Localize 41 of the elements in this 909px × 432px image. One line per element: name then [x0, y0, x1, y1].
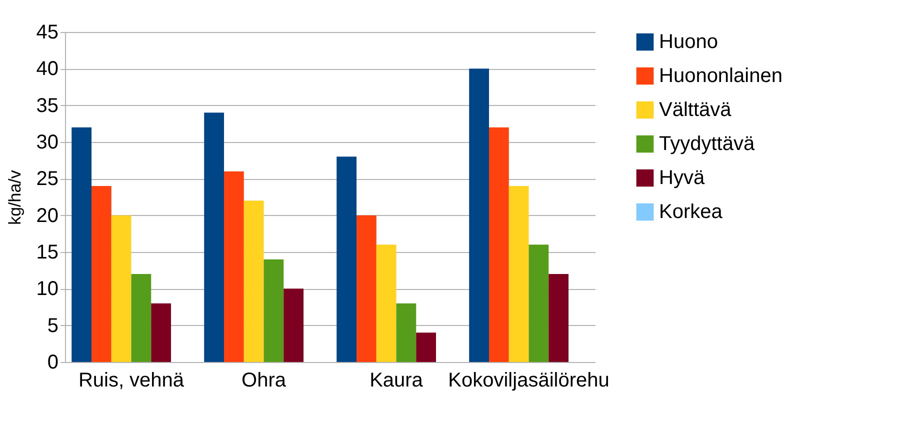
y-tick-label: 15: [36, 242, 58, 264]
bar: [416, 332, 436, 362]
bar: [376, 244, 396, 362]
bar: [244, 200, 264, 362]
bar: [204, 112, 224, 362]
y-tick-label: 10: [36, 278, 58, 300]
bar: [264, 259, 284, 362]
bar: [528, 244, 549, 362]
x-tick-label: Ohra: [242, 370, 287, 392]
y-tick-label: 45: [36, 22, 58, 44]
bar: [224, 171, 244, 362]
y-axis-title: kg/ha/v: [5, 170, 24, 225]
legend-label: Välttävä: [659, 99, 732, 121]
bar: [489, 127, 509, 362]
legend-label: Korkea: [659, 201, 724, 223]
legend-label: Huono: [659, 31, 718, 53]
bar: [151, 303, 171, 362]
legend-label: Hyvä: [659, 167, 706, 189]
y-tick-label: 0: [47, 352, 58, 374]
bar: [356, 215, 376, 362]
y-tick-label: 5: [47, 314, 58, 337]
bar: [111, 215, 132, 362]
legend-label: Huononlainen: [659, 65, 782, 87]
bar: [336, 156, 356, 362]
bar: [548, 274, 568, 362]
bar: [469, 68, 489, 362]
bar: [284, 288, 304, 362]
y-tick-label: 40: [36, 58, 58, 80]
bar: [72, 127, 92, 362]
legend-label: Tyydyttävä: [659, 133, 756, 155]
bar: [508, 186, 529, 362]
y-tick-label: 30: [36, 132, 58, 154]
x-tick-label: Ruis, vehnä: [78, 370, 185, 392]
y-tick-label: 35: [36, 94, 58, 117]
bar: [131, 274, 152, 362]
bar: [396, 303, 416, 362]
x-tick-label: Kokoviljasäilörehu: [448, 370, 610, 392]
bar: [92, 186, 112, 362]
x-tick-label: Kaura: [370, 370, 424, 392]
y-tick-label: 20: [36, 204, 58, 227]
y-tick-label: 25: [36, 168, 58, 190]
